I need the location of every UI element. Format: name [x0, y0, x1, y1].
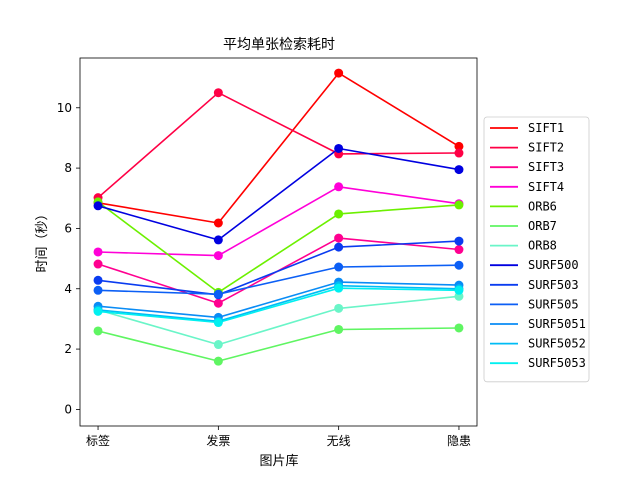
x-tick-label: 无线 [327, 434, 351, 448]
data-point [334, 242, 344, 252]
data-point [213, 251, 223, 261]
data-point [213, 356, 223, 366]
legend-label: SURF5053 [528, 356, 586, 370]
series-line [97, 287, 460, 324]
data-point [213, 88, 223, 98]
series-line [97, 72, 460, 224]
data-point [454, 165, 464, 175]
data-point [213, 218, 223, 228]
data-point [213, 235, 223, 245]
legend-label: ORB7 [528, 219, 557, 233]
series-line [97, 240, 460, 296]
legend: SIFT1 SIFT2 SIFT3 SIFT4 ORB6 ORB7 ORB8 SURF500 S… [483, 116, 590, 383]
data-point [334, 182, 344, 192]
y-tick-label: 10 [57, 101, 72, 115]
data-point [334, 283, 344, 293]
data-point [213, 318, 223, 328]
data-point [93, 275, 103, 285]
plot-series-group [97, 72, 460, 362]
data-point [213, 340, 223, 350]
data-point [334, 209, 344, 219]
data-point [213, 298, 223, 308]
series-line [97, 91, 460, 199]
data-point [213, 289, 223, 299]
y-tick-label: 4 [64, 282, 72, 296]
data-point [454, 236, 464, 246]
legend-label: ORB6 [528, 199, 557, 213]
data-point [93, 326, 103, 336]
data-point [334, 68, 344, 78]
plot-markers-group [93, 68, 464, 366]
series-line [97, 281, 460, 319]
data-point [93, 306, 103, 316]
series-line [97, 284, 460, 323]
y-tick-label: 0 [64, 402, 72, 416]
chart-title: 平均单张检索耗时 [223, 36, 335, 53]
legend-box [483, 116, 590, 383]
series-line [97, 147, 460, 241]
data-point [454, 141, 464, 151]
data-point [334, 143, 344, 153]
legend-label: SURF5052 [528, 337, 586, 351]
series-line [97, 186, 460, 257]
legend-label: SIFT2 [528, 141, 564, 155]
data-point [93, 259, 103, 269]
legend-label: SIFT4 [528, 180, 564, 194]
y-axis-label: 时间（秒） [35, 207, 50, 272]
y-axis: 0 2 4 6 8 10 [57, 101, 80, 416]
series-line [97, 295, 460, 346]
data-point [93, 285, 103, 295]
data-point [93, 247, 103, 257]
data-point [93, 201, 103, 211]
legend-label: SURF5051 [528, 317, 586, 331]
legend-label: ORB8 [528, 239, 557, 253]
series-line [97, 201, 460, 294]
data-point [454, 260, 464, 270]
y-tick-label: 6 [64, 221, 72, 235]
data-point [454, 323, 464, 333]
data-point [334, 303, 344, 313]
plot-frame [79, 57, 478, 427]
data-point [454, 245, 464, 255]
legend-label: SIFT1 [528, 121, 564, 135]
series-line [97, 327, 460, 362]
data-point [454, 285, 464, 295]
legend-label: SIFT3 [528, 160, 564, 174]
x-axis: 标签 发票 无线 隐患 [86, 426, 471, 448]
x-tick-label: 隐患 [447, 434, 471, 448]
legend-label: SURF503 [528, 278, 579, 292]
x-tick-label: 发票 [206, 433, 230, 448]
data-point [454, 148, 464, 158]
y-tick-label: 8 [64, 161, 72, 175]
data-point [334, 262, 344, 272]
data-point [454, 200, 464, 210]
data-point [334, 324, 344, 334]
y-tick-label: 2 [64, 342, 72, 356]
series-line [97, 264, 460, 296]
x-tick-label: 标签 [86, 433, 110, 448]
x-axis-label: 图片库 [259, 453, 298, 469]
legend-label: SURF500 [528, 258, 579, 272]
legend-label: SURF505 [528, 297, 579, 311]
data-point [334, 233, 344, 243]
